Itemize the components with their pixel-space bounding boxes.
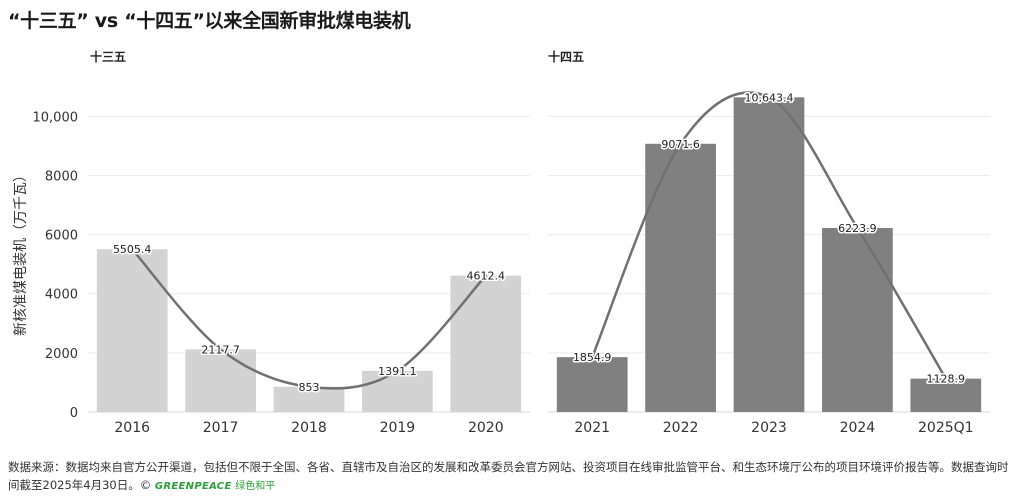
bar-2016 [96,249,168,412]
x-tick-label: 2019 [380,420,416,436]
greenpeace-logo: GREENPEACE [154,481,232,492]
chart-title: “十三五” vs “十四五”以来全国新审批煤电装机 [8,10,411,32]
y-tick-label: 8000 [45,169,78,184]
y-axis-label: 新核准煤电装机（万千瓦） [13,168,29,336]
trend-lines-layer [130,91,948,390]
trend-line-2 [590,91,948,380]
bar-2020 [450,275,522,412]
data-label: 4612.4 [467,270,506,283]
panel-title-2: 十四五 [548,49,584,64]
x-tick-label: 2023 [751,420,787,436]
data-label: 853 [299,381,320,394]
panel-title-1: 十三五 [90,49,126,64]
data-label: 9071.6 [661,138,700,151]
x-tick-label: 2025Q1 [918,420,974,436]
source-text: 数据来源：数据均来自官方公开渠道，包括但不限于全国、各省、直辖市及自治区的发展和… [8,460,1009,492]
y-tick-label: 4000 [45,288,78,303]
x-tick-label: 2020 [468,420,504,436]
data-label: 1391.1 [378,365,417,378]
bar-2024 [822,227,893,412]
bar-2021 [556,357,628,412]
data-label: 1128.9 [927,373,966,386]
data-label: 1854.9 [573,351,612,364]
data-label: 2117.7 [201,343,240,356]
bar-2017 [185,349,256,412]
x-tick-label: 2016 [114,420,150,436]
x-tick-label: 2017 [203,420,239,436]
bar-2023 [733,97,805,412]
bar-2022 [645,143,716,412]
x-tick-label: 2018 [291,420,327,436]
chart-canvas: 新核准煤电装机（万千瓦） 十三五 0 2000 4000 6000 8000 10,000 20… [13,49,990,436]
y-tick-label: 6000 [45,229,78,244]
y-tick-label: 0 [70,406,78,421]
bar-2019 [362,370,433,412]
data-label: 10,643.4 [745,91,794,104]
source-note: 数据来源：数据均来自官方公开渠道，包括但不限于全国、各省、直辖市及自治区的发展和… [8,458,1018,496]
data-label: 5505.4 [113,243,152,256]
x-tick-label: 2021 [574,420,610,436]
trend-line-1 [130,247,488,390]
x-tick-label: 2024 [840,420,876,436]
bar-2025Q1 [910,378,982,412]
y-tick-label: 2000 [45,347,78,362]
x-tick-label: 2022 [663,420,699,436]
bar-2018 [273,386,345,412]
data-label: 6223.9 [838,222,877,235]
greenpeace-logo-cn: 绿色和平 [235,481,276,492]
labels-layer: 新核准煤电装机（万千瓦） 十三五 0 2000 4000 6000 8000 10,000 20… [13,49,974,436]
y-tick-label: 10,000 [33,110,79,125]
bars-layer [96,97,982,412]
